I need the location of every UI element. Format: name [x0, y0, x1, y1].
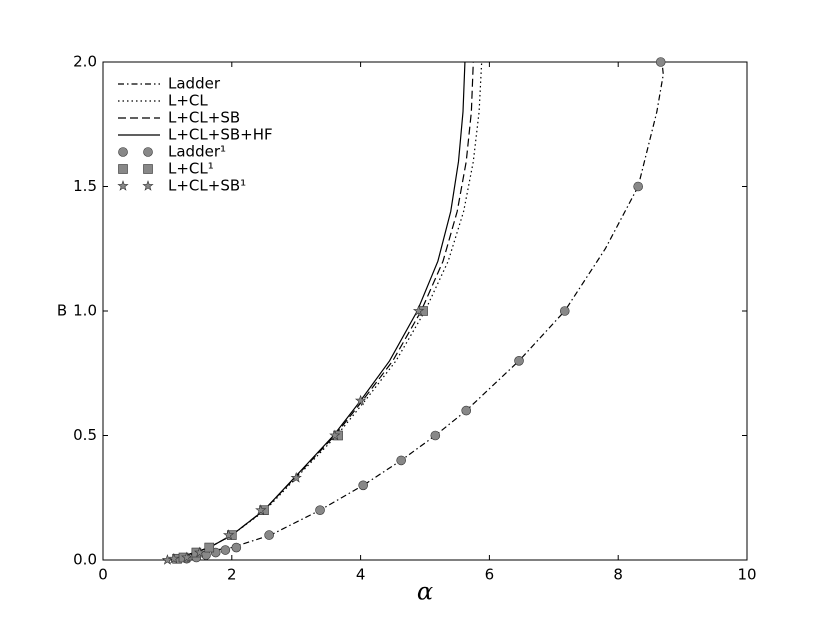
x-tick-label: 10: [737, 566, 756, 584]
marker: [396, 455, 406, 466]
legend-marker: [143, 164, 153, 174]
legend-marker: [142, 180, 154, 191]
x-tick-label: 8: [613, 566, 623, 584]
y-tick-label: 0.0: [73, 551, 97, 569]
y-tick-label: 1.0: [73, 302, 97, 320]
legend-label: L+CL+SB+HF: [168, 126, 273, 144]
marker: [315, 505, 325, 516]
marker: [633, 181, 643, 192]
marker: [181, 551, 193, 563]
legend-marker: [117, 180, 129, 191]
marker: [220, 545, 231, 555]
y-tick-label: 2.0: [73, 53, 97, 71]
marker: [514, 355, 524, 366]
legend-marker: [143, 147, 153, 157]
x-tick-label: 0: [98, 566, 108, 584]
marker: [559, 306, 570, 316]
marker: [264, 530, 274, 540]
x-tick-label: 2: [227, 566, 237, 584]
legend-label: L+CL+SB: [168, 109, 240, 127]
marker: [290, 471, 302, 483]
marker: [255, 504, 267, 515]
y-tick-label: 1.5: [73, 177, 97, 195]
marker: [354, 394, 367, 406]
x-tick-label: 6: [485, 566, 495, 584]
legend-label: Ladder¹: [168, 143, 226, 161]
marker: [461, 405, 472, 416]
legend-marker: [118, 164, 128, 174]
legend-label: Ladder: [168, 75, 221, 93]
marker: [655, 57, 666, 67]
x-tick-label: 4: [356, 566, 366, 584]
legend-label: L+CL¹: [168, 160, 214, 178]
legend-label: L+CL+SB¹: [168, 177, 246, 195]
x-axis-label: α: [417, 578, 433, 606]
marker: [193, 546, 206, 558]
y-axis-label: B: [57, 302, 67, 320]
legend-marker: [118, 147, 128, 157]
marker: [222, 529, 235, 540]
marker: [168, 552, 180, 564]
marker: [204, 542, 215, 553]
y-tick-label: 0.5: [73, 426, 97, 444]
marker: [358, 480, 368, 491]
marker: [430, 430, 441, 441]
legend-label: L+CL: [168, 92, 208, 110]
marker: [412, 305, 425, 316]
marker: [231, 542, 242, 553]
marker: [329, 429, 341, 441]
